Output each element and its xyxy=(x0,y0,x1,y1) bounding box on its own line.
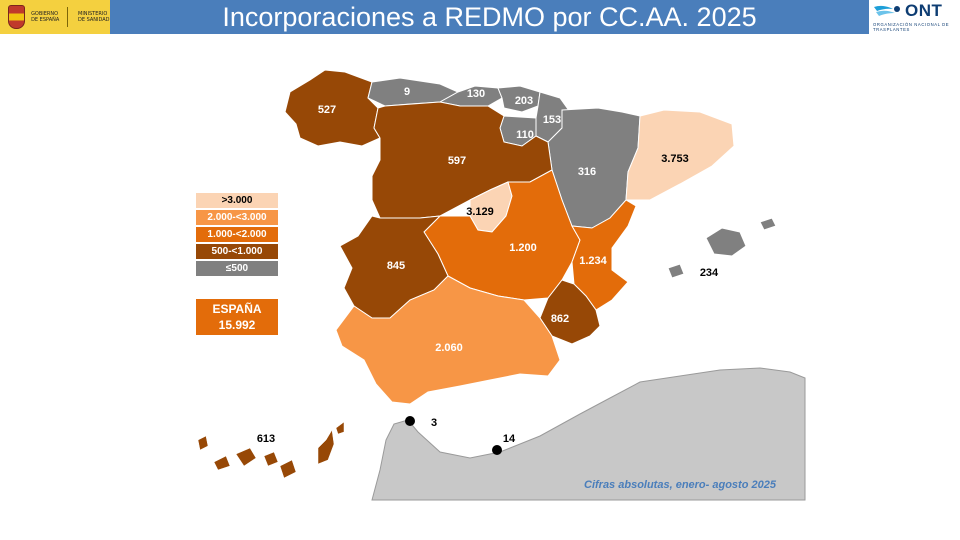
region-pais-vasco[interactable] xyxy=(497,85,541,113)
ont-wings-icon xyxy=(874,5,900,16)
label-madrid: 3.129 xyxy=(466,206,494,218)
region-andalucia[interactable] xyxy=(335,275,561,405)
label-galicia: 527 xyxy=(318,104,336,116)
legend-item-2000-3000: 2.000-<3.000 xyxy=(196,210,278,225)
gov-logo-line2: MINISTERIO DE SANIDAD xyxy=(78,11,110,23)
region-valencia[interactable] xyxy=(571,199,637,311)
label-baleares: 234 xyxy=(700,267,719,279)
label-extremadura: 845 xyxy=(387,260,405,272)
ont-logo-name: ONT xyxy=(905,1,943,20)
ont-logo: ONT ORGANIZACIÓN NACIONAL DE TRASPLANTES xyxy=(869,0,960,34)
legend-label: ≤500 xyxy=(225,263,249,274)
label-aragon: 316 xyxy=(578,166,596,178)
label-castilla-leon: 597 xyxy=(448,155,466,167)
region-baleares[interactable] xyxy=(667,217,777,279)
gov-logo-divider xyxy=(67,7,68,27)
legend-item-1000-2000: 1.000-<2.000 xyxy=(196,227,278,242)
legend-label: >3.000 xyxy=(221,195,253,206)
spain-total-box: ESPAÑA 15.992 xyxy=(196,299,278,335)
label-melilla: 14 xyxy=(503,433,516,445)
region-canarias[interactable] xyxy=(197,421,345,479)
label-cataluna: 3.753 xyxy=(661,153,689,165)
label-castilla-la-mancha: 1.200 xyxy=(509,242,537,254)
label-canarias: 613 xyxy=(257,433,275,445)
region-melilla[interactable] xyxy=(492,445,502,455)
header: GOBIERNO DE ESPAÑA MINISTERIO DE SANIDAD… xyxy=(0,0,960,34)
total-label: ESPAÑA xyxy=(212,302,262,316)
government-logo: GOBIERNO DE ESPAÑA MINISTERIO DE SANIDAD xyxy=(0,0,110,34)
map-legend: >3.000 2.000-<3.000 1.000-<2.000 500-<1.… xyxy=(196,193,278,278)
label-navarra: 153 xyxy=(543,114,561,126)
legend-item-le500: ≤500 xyxy=(196,261,278,276)
legend-item-gt3000: >3.000 xyxy=(196,193,278,208)
north-africa-landmass xyxy=(371,367,806,501)
label-ceuta: 3 xyxy=(431,417,437,429)
spain-crest-icon xyxy=(8,5,26,29)
legend-item-500-1000: 500-<1.000 xyxy=(196,244,278,259)
legend-label: 500-<1.000 xyxy=(211,246,263,257)
region-ceuta[interactable] xyxy=(405,416,415,426)
gov-logo-line1: GOBIERNO DE ESPAÑA xyxy=(31,11,60,23)
region-cataluna[interactable] xyxy=(625,109,735,201)
page-title: Incorporaciones a REDMO por CC.AA. 2025 xyxy=(110,0,869,34)
label-cantabria: 130 xyxy=(467,88,485,100)
legend-label: 2.000-<3.000 xyxy=(207,212,267,223)
label-murcia: 862 xyxy=(551,313,569,325)
label-valencia: 1.234 xyxy=(579,255,607,267)
footnote: Cifras absolutas, enero- agosto 2025 xyxy=(584,479,776,491)
legend-label: 1.000-<2.000 xyxy=(207,229,267,240)
label-asturias: 9 xyxy=(404,86,410,98)
label-pais-vasco: 203 xyxy=(515,95,533,107)
label-andalucia: 2.060 xyxy=(435,342,463,354)
total-value: 15.992 xyxy=(218,318,256,332)
ont-logo-subtitle: ORGANIZACIÓN NACIONAL DE TRASPLANTES xyxy=(873,22,950,32)
label-la-rioja: 110 xyxy=(516,129,534,141)
